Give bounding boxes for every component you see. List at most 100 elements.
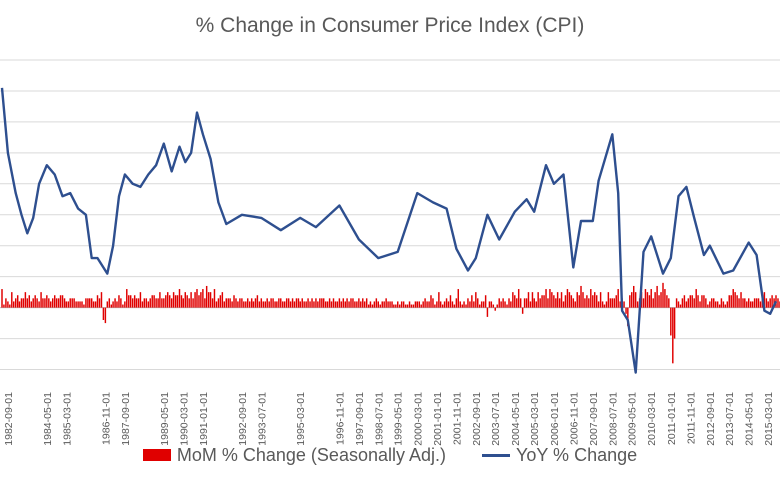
mom-bar bbox=[689, 295, 692, 308]
mom-bar bbox=[81, 301, 83, 308]
mom-bar bbox=[519, 298, 522, 308]
mom-bar bbox=[303, 301, 305, 308]
mom-bar bbox=[198, 295, 200, 308]
mom-bar bbox=[387, 301, 389, 308]
mom-bar bbox=[703, 295, 705, 308]
mom-bar bbox=[307, 298, 309, 308]
x-tick-label: 2014-05-01 bbox=[744, 392, 756, 446]
mom-bar bbox=[465, 304, 467, 308]
legend-label-mom: MoM % Change (Seasonally Adj.) bbox=[176, 444, 447, 465]
mom-bar bbox=[517, 289, 520, 308]
legend-label-yoy: YoY % Change bbox=[516, 444, 638, 465]
mom-bar bbox=[593, 292, 596, 308]
mom-bar bbox=[102, 307, 105, 320]
x-tick-label: 1986-11-01 bbox=[100, 392, 112, 445]
x-tick-label: 1995-03-01 bbox=[295, 392, 307, 446]
mom-bar bbox=[371, 304, 374, 308]
x-tick-label: 2011-01-01 bbox=[666, 392, 678, 445]
mom-bar bbox=[248, 301, 251, 308]
mom-bar bbox=[9, 304, 11, 308]
legend-item-yoy[interactable]: YoY % Change bbox=[482, 445, 637, 466]
mom-bar bbox=[556, 292, 559, 308]
mom-bar bbox=[453, 304, 456, 308]
mom-bar bbox=[354, 301, 356, 308]
mom-bar bbox=[508, 298, 510, 308]
mom-bar bbox=[26, 298, 29, 308]
mom-bar bbox=[545, 289, 547, 308]
mom-bar bbox=[673, 307, 676, 339]
mom-bar bbox=[441, 304, 444, 308]
mom-bar bbox=[467, 298, 469, 308]
mom-bar bbox=[94, 301, 97, 308]
mom-bar bbox=[36, 298, 38, 308]
mom-bar bbox=[278, 298, 280, 308]
mom-bar bbox=[625, 307, 627, 314]
mom-bar bbox=[414, 301, 417, 308]
x-tick-label: 2002-09-01 bbox=[471, 392, 483, 446]
mom-bar bbox=[151, 295, 153, 308]
mom-bar bbox=[299, 301, 301, 308]
mom-bar bbox=[730, 295, 732, 308]
mom-bar bbox=[352, 298, 354, 308]
mom-bar bbox=[574, 301, 576, 308]
mom-bar bbox=[194, 292, 196, 308]
mom-bar bbox=[131, 298, 134, 308]
mom-bar bbox=[373, 301, 376, 308]
mom-bar bbox=[492, 304, 495, 308]
mom-bar bbox=[315, 298, 317, 308]
mom-bar bbox=[328, 298, 331, 308]
mom-bar bbox=[196, 289, 198, 308]
mom-bar bbox=[724, 304, 727, 308]
mom-bar bbox=[381, 301, 383, 308]
mom-bar bbox=[463, 301, 465, 308]
mom-bar bbox=[588, 298, 590, 308]
mom-bar bbox=[436, 301, 438, 308]
mom-bar bbox=[85, 298, 87, 308]
mom-bar bbox=[340, 301, 343, 308]
mom-bar bbox=[285, 298, 288, 308]
mom-bar bbox=[241, 298, 243, 308]
mom-bar bbox=[188, 298, 190, 308]
mom-bar bbox=[276, 301, 278, 308]
mom-bar bbox=[233, 295, 235, 308]
mom-bar bbox=[229, 298, 231, 308]
legend-item-mom[interactable]: MoM % Change (Seasonally Adj.) bbox=[142, 444, 447, 466]
mom-bar bbox=[178, 289, 181, 308]
mom-bar bbox=[266, 298, 268, 308]
mom-bar bbox=[219, 295, 222, 308]
x-tick-label: 2013-07-01 bbox=[724, 392, 736, 446]
x-tick-label: 2001-11-01 bbox=[451, 392, 463, 445]
x-tick-label: 1993-07-01 bbox=[256, 392, 268, 446]
mom-bar bbox=[217, 298, 220, 308]
mom-bar bbox=[714, 301, 717, 308]
mom-bar bbox=[235, 298, 237, 308]
mom-bar bbox=[477, 298, 479, 308]
mom-bar bbox=[124, 301, 126, 308]
mom-bar bbox=[301, 298, 303, 308]
mom-bar bbox=[443, 301, 446, 308]
mom-bar bbox=[11, 292, 13, 308]
mom-bar bbox=[533, 298, 535, 308]
mom-bar bbox=[570, 295, 573, 308]
x-tick-label: 2006-01-01 bbox=[549, 392, 561, 446]
mom-bar bbox=[100, 292, 103, 308]
mom-bar bbox=[420, 304, 422, 308]
mom-bar bbox=[627, 307, 629, 327]
mom-bar bbox=[44, 298, 46, 308]
mom-bar bbox=[685, 301, 688, 308]
mom-bar bbox=[40, 292, 42, 308]
mom-bar bbox=[765, 298, 768, 308]
mom-bar bbox=[537, 292, 539, 308]
mom-bar bbox=[147, 301, 150, 308]
mom-bar bbox=[722, 301, 725, 308]
mom-bar bbox=[262, 301, 265, 308]
mom-bar bbox=[404, 304, 407, 308]
mom-bar bbox=[455, 298, 458, 308]
mom-bar bbox=[718, 304, 721, 308]
mom-bar bbox=[687, 298, 690, 308]
mom-bar bbox=[369, 301, 372, 308]
x-tick-label: 2001-01-01 bbox=[432, 392, 444, 446]
mom-bar bbox=[126, 289, 128, 308]
x-tick-label: 1990-03-01 bbox=[178, 392, 190, 446]
